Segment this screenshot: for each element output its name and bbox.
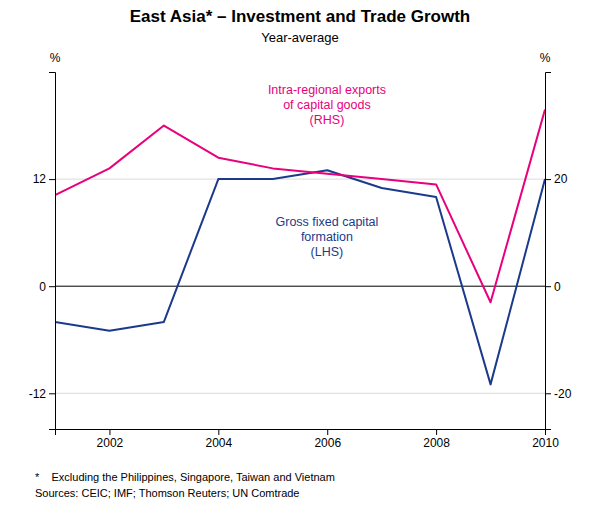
axis-line bbox=[49, 73, 56, 430]
tick-label: 2004 bbox=[205, 436, 232, 450]
tick: 12 bbox=[33, 172, 55, 186]
tick-mark bbox=[49, 286, 55, 287]
tick: 2006 bbox=[314, 429, 341, 450]
tick-label: 2008 bbox=[423, 436, 450, 450]
tick-mark bbox=[218, 429, 219, 435]
grid-line bbox=[55, 393, 545, 394]
footnote: * Excluding the Philippines, Singapore, … bbox=[35, 471, 335, 483]
y-axis-title: % bbox=[50, 51, 61, 65]
axis-line bbox=[56, 430, 546, 436]
lines bbox=[55, 109, 545, 384]
tick: 2010 bbox=[532, 429, 559, 450]
series-label: Gross fixed capitalformation(LHS) bbox=[276, 215, 379, 259]
grid bbox=[55, 179, 545, 393]
series-label-line: formation bbox=[301, 230, 353, 244]
grid-line bbox=[55, 179, 545, 180]
plot: 2002 2004 2006 2008 2010 -12 0 12 -20 0 20%% Gross … bbox=[29, 51, 572, 450]
series-label-line: (LHS) bbox=[311, 245, 344, 259]
tick: 20 bbox=[545, 172, 568, 186]
tick-label: 12 bbox=[33, 172, 47, 186]
footnote: Sources: CEIC; IMF; Thomson Reuters; UN … bbox=[35, 487, 300, 499]
tick-mark bbox=[49, 393, 55, 394]
tick-mark bbox=[545, 393, 551, 394]
tick: 2008 bbox=[423, 429, 450, 450]
tick: 0 bbox=[39, 280, 55, 294]
tick-label: -12 bbox=[29, 387, 47, 401]
y-axis: -12 0 12 bbox=[29, 73, 56, 430]
tick-mark bbox=[545, 286, 551, 287]
tick-label: 2010 bbox=[532, 436, 559, 450]
series-labels: Gross fixed capitalformation(LHS) Intra-r… bbox=[268, 83, 386, 259]
tick-mark bbox=[109, 429, 110, 435]
axis-line bbox=[546, 73, 552, 430]
y2-axis-title: % bbox=[540, 51, 551, 65]
tick-label: 20 bbox=[554, 172, 568, 186]
zero-line bbox=[55, 286, 545, 287]
series-label-line: of capital goods bbox=[283, 98, 371, 112]
title: East Asia* – Investment and Trade Growth bbox=[130, 7, 470, 26]
tick-label: 2002 bbox=[97, 436, 124, 450]
tick-label: 0 bbox=[554, 280, 561, 294]
tick-mark bbox=[49, 179, 55, 180]
tick-mark bbox=[327, 429, 328, 435]
tick: 2004 bbox=[205, 429, 232, 450]
tick-mark bbox=[436, 429, 437, 435]
tick-mark bbox=[545, 179, 551, 180]
series-label-line: Intra-regional exports bbox=[268, 83, 386, 97]
tick-label: 0 bbox=[39, 280, 46, 294]
tick: 0 bbox=[545, 280, 561, 294]
line bbox=[55, 170, 545, 384]
series-label: Intra-regional exportsof capital goods(R… bbox=[268, 83, 386, 127]
tick: -12 bbox=[29, 387, 55, 401]
series-label-line: (RHS) bbox=[310, 113, 345, 127]
line bbox=[55, 109, 545, 302]
tick: 2002 bbox=[97, 429, 124, 450]
series-label-line: Gross fixed capital bbox=[276, 215, 379, 229]
tick-label: -20 bbox=[554, 387, 572, 401]
y2-axis: -20 0 20 bbox=[545, 73, 572, 430]
tick-label: 2006 bbox=[314, 436, 341, 450]
chart: East Asia* – Investment and Trade Growth… bbox=[0, 0, 600, 511]
subtitle: Year-average bbox=[261, 30, 339, 45]
tick: -20 bbox=[545, 387, 572, 401]
x-axis: 2002 2004 2006 2008 2010 bbox=[56, 429, 560, 450]
